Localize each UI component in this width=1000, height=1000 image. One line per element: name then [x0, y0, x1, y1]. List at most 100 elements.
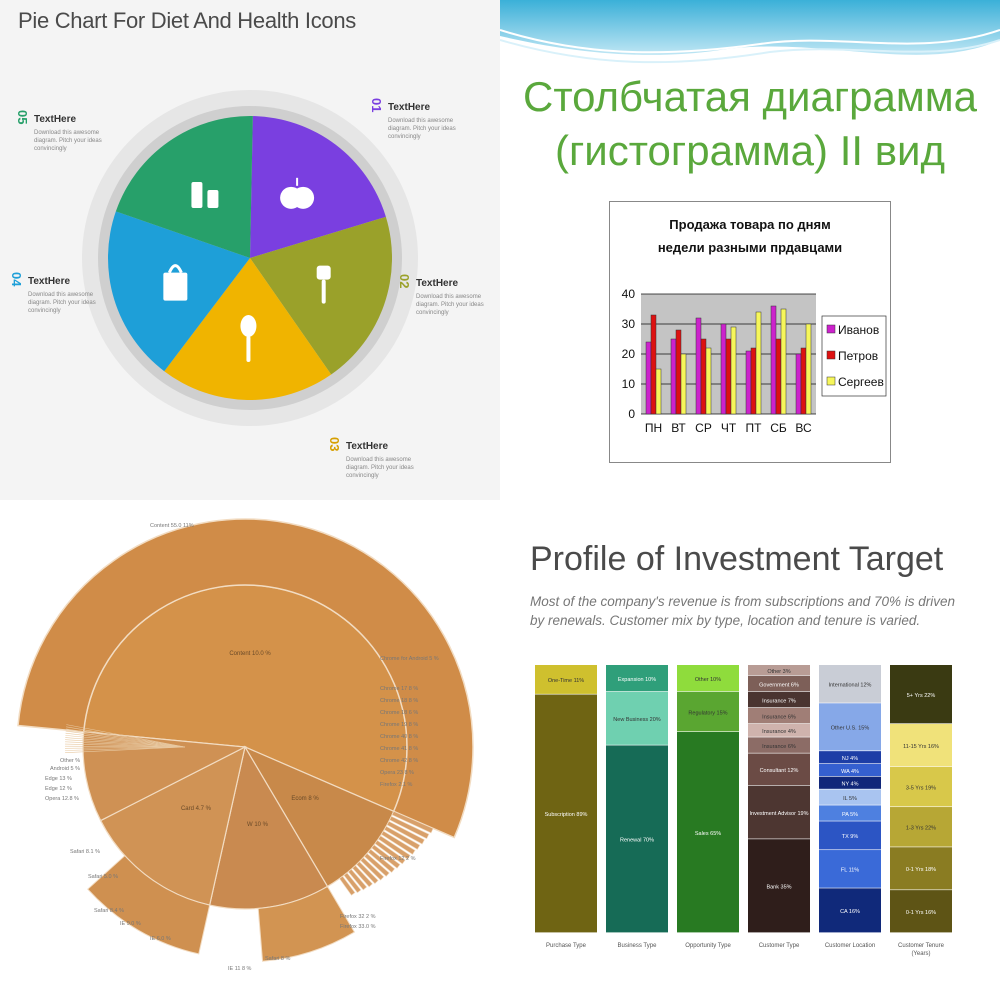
pie-label-number: 03	[327, 437, 342, 451]
stack-segment-label: 1-3 Yrs 22%	[906, 826, 936, 832]
stack-category-label: Customer Type	[759, 943, 800, 949]
sunburst-fan-line	[65, 728, 186, 748]
y-tick-label: 40	[622, 287, 636, 301]
investment-stacked-chart: One-Time 11% Subscription 89% Purchase Typ…	[535, 665, 952, 957]
bar-Петров-ВТ	[675, 329, 682, 415]
sunburst-label-text: IE 9.0 %	[120, 921, 141, 927]
bar-Иванов-СБ	[770, 305, 777, 415]
sunburst-outer-wedge	[389, 816, 430, 839]
pie-label-heading: TextHere	[28, 276, 70, 287]
pie-label-body: diagram. Pitch your ideas	[346, 465, 414, 471]
stack-segment	[748, 737, 810, 753]
legend-label: Сергеев	[838, 375, 884, 389]
sunburst-label: IE 6.0 %	[150, 936, 171, 942]
sunburst-outer-wedge	[374, 840, 406, 865]
pie-label-body: Download this awesome	[34, 130, 100, 136]
pie-panel-title: Pie Chart For Diet And Health Icons	[18, 8, 356, 33]
stack-segment	[890, 723, 952, 767]
stack-segment-label: IL 5%	[843, 796, 857, 802]
sunburst-label-text: Content 55.0 11%	[150, 523, 194, 529]
sunburst-label-text: Other %	[60, 758, 80, 764]
diet-health-pie-panel: Pie Chart For Diet And Health Icons 01 Te…	[0, 0, 500, 500]
stack-segment-label: Other 10%	[695, 677, 721, 683]
bar-Петров-ЧТ	[725, 338, 732, 415]
sunburst-fan-line	[65, 741, 186, 748]
stack-segment	[819, 703, 881, 751]
stack-segment-label: TX 9%	[842, 834, 859, 840]
sunburst-fan-line	[65, 739, 186, 748]
sunburst-label-text: Chrome 18 6 %	[380, 710, 418, 716]
bar-Сергеев-ПТ	[755, 311, 762, 415]
sunburst-outer-wedge	[347, 868, 368, 891]
stack-category-label: Customer Tenure	[898, 943, 945, 949]
pie-label-body: Download this awesome	[28, 292, 94, 298]
sunburst-label-text: Edge 12 %	[45, 786, 72, 792]
sunburst-label: Chrome 17 8 %	[380, 686, 418, 692]
histogram-heading-line1: Столбчатая диаграмма	[522, 73, 978, 120]
spoon-icon	[240, 314, 257, 362]
stack-segment-label: NJ 4%	[842, 756, 858, 762]
sunburst-outer-wedge	[380, 830, 416, 855]
stack-segment-label: 3-5 Yrs 19%	[906, 785, 936, 791]
bar-Сергеев-ПН	[655, 368, 662, 415]
stack-segment	[819, 789, 881, 805]
pie-slice-05	[115, 115, 253, 258]
pie-label-04: 04 TextHere Download this awesome diagram. …	[9, 272, 96, 314]
sunburst-label: Edge 13 %	[45, 776, 72, 782]
stack-segment	[748, 707, 810, 724]
bar-Сергеев-ЧТ	[730, 326, 737, 415]
stack-segment-label: FL 11%	[841, 868, 859, 874]
sunburst-outer-wedge	[364, 853, 390, 877]
sunburst-label-text: Firefox 32 2 %	[340, 914, 376, 920]
bar-Петров-ПТ	[750, 347, 757, 415]
stack-segment-label: Bank 35%	[766, 885, 791, 891]
bar-Петров-ПН	[650, 314, 657, 415]
bar-Сергеев-ВТ	[680, 353, 687, 415]
y-tick-label: 0	[628, 407, 635, 421]
sunburst-label-text: Safari 5.0 %	[88, 874, 118, 880]
bar-chart-title-line1: Продажа товара по дням	[669, 217, 830, 232]
pie-slice-02	[250, 216, 393, 375]
pie-slice-01	[250, 116, 386, 258]
stack-segment-label: WA 4%	[841, 769, 859, 775]
sunburst-label: Chrome 18 8 %	[380, 698, 418, 704]
pie-label-body: diagram. Pitch your ideas	[28, 300, 96, 306]
sunburst-outer-wedge	[352, 865, 373, 888]
sunburst-label: Firefox 12 2 %	[380, 856, 416, 862]
stack-segment	[535, 665, 597, 694]
stack-segment-label: Other U.S. 15%	[831, 726, 870, 732]
sunburst-label-text: Opera 23 8 %	[380, 770, 414, 776]
sunburst-fan-line	[65, 730, 186, 748]
sunburst-label-text: Safari 8.4 %	[94, 908, 124, 914]
stack-segment	[748, 691, 810, 708]
stack-segment	[890, 766, 952, 807]
sunburst-inner-label: Ecom 8 %	[291, 796, 319, 802]
sunburst-label: Chrome 18 6 %	[380, 710, 418, 716]
stack-segment	[748, 839, 810, 933]
sunburst-outer-segment	[257, 885, 356, 962]
legend-swatch	[826, 324, 836, 334]
sunburst-chart: Content 55.0 11% Chrome for Android 5 % Ch…	[17, 518, 474, 972]
stack-category-label: Opportunity Type	[685, 943, 731, 949]
stack-segment	[606, 745, 668, 933]
sunburst-label-text: Firefox 33.0 %	[340, 924, 376, 930]
sunburst-label-text: Firefox 12 2 %	[380, 856, 416, 862]
stack-segment-label: 11-15 Yrs 16%	[903, 744, 939, 750]
stack-segment-label: Insurance 4%	[762, 729, 796, 735]
pie-label-number: 05	[15, 110, 30, 124]
pie-label-body: Download this awesome	[388, 118, 454, 124]
sunburst-label-text: Chrome 40 8 %	[380, 734, 418, 740]
stack-segment	[748, 753, 810, 785]
sunburst-outer-wedge	[391, 810, 434, 834]
sunburst-label-text: Safari 8 %	[265, 956, 290, 962]
sunburst-fan-line	[66, 724, 186, 748]
stack-category-label: Business Type	[618, 943, 658, 949]
sunburst-fan-line	[66, 726, 186, 748]
pie-label-body: convincingly	[416, 310, 449, 316]
pie-label-body: convincingly	[34, 146, 67, 152]
stack-segment	[677, 665, 739, 692]
sunburst-inner-label: Card 4.7 %	[181, 806, 212, 812]
pie-label-body: convincingly	[28, 308, 61, 314]
pie-label-body: Download this awesome	[346, 457, 412, 463]
bar-Иванов-ПН	[645, 341, 652, 415]
